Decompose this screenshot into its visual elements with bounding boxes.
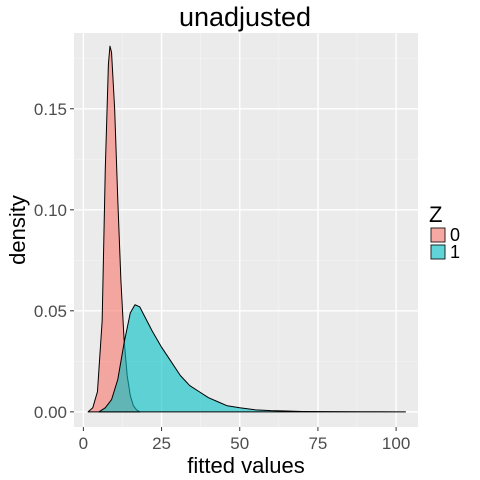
x-axis: 0 25 50 75 100 (79, 427, 410, 453)
y-axis-label: density (5, 195, 30, 265)
chart-title: unadjusted (179, 2, 311, 32)
y-tick-label: 0.05 (34, 302, 67, 321)
y-tick-label: 0.10 (34, 201, 67, 220)
density-area-1 (98, 304, 406, 413)
y-axis: 0.00 0.05 0.10 0.15 (34, 100, 74, 422)
legend: Z 01 (429, 202, 460, 262)
minor-gridlines (74, 33, 418, 427)
legend-key-1 (430, 244, 446, 260)
legend-label: 1 (450, 242, 460, 262)
y-tick-label: 0.15 (34, 100, 67, 119)
density-areas (87, 45, 406, 413)
x-axis-label: fitted values (187, 453, 304, 478)
x-tick-label: 0 (79, 434, 88, 453)
legend-title: Z (429, 202, 442, 227)
x-tick-label: 100 (382, 434, 410, 453)
legend-key-0 (430, 227, 446, 243)
x-tick-label: 75 (308, 434, 327, 453)
y-tick-label: 0.00 (34, 403, 67, 422)
legend-label: 0 (450, 225, 460, 245)
x-tick-label: 25 (152, 434, 171, 453)
x-tick-label: 50 (230, 434, 249, 453)
